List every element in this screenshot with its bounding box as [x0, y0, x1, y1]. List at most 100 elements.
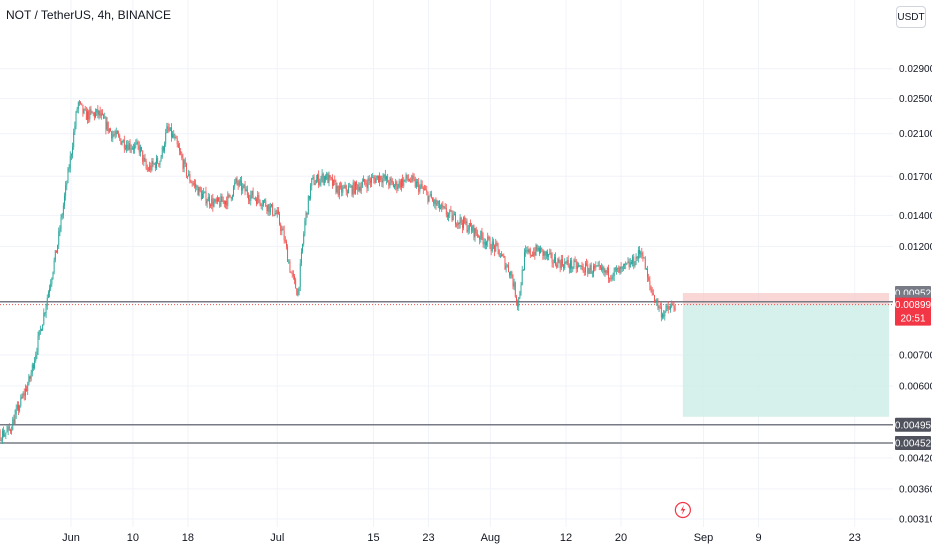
candle-body — [455, 213, 456, 225]
candle-body — [249, 199, 251, 201]
candle-body — [102, 113, 103, 115]
candle-body — [326, 173, 328, 180]
y-tick-label: 0.00700 — [899, 350, 932, 361]
candle-body — [29, 376, 31, 379]
candle-body — [488, 236, 490, 239]
candle-body — [131, 148, 133, 149]
candle-body — [179, 147, 180, 151]
stop-loss-zone[interactable] — [682, 293, 890, 305]
candle-body — [120, 138, 122, 145]
candle-body — [50, 283, 52, 289]
price-axis[interactable]: 0.02900 0.02500 0.02100 0.01700 0.01400 0.012… — [899, 64, 932, 525]
candle-body — [318, 174, 320, 185]
candle-body — [167, 126, 169, 129]
candle-body — [552, 262, 554, 264]
candle-body — [424, 189, 425, 191]
candle-body — [355, 181, 356, 194]
candle-body — [303, 233, 305, 244]
candle-body — [568, 265, 570, 269]
candle-body — [196, 186, 198, 188]
candle-body — [36, 351, 38, 355]
candle-body — [506, 265, 508, 267]
candle-body — [487, 236, 489, 243]
candle-body — [597, 265, 599, 266]
candle-body — [0, 440, 2, 442]
candle-body — [34, 360, 36, 369]
candle-body — [342, 187, 344, 193]
candle-body — [544, 251, 546, 256]
candle-body — [353, 182, 355, 194]
candle-body — [230, 196, 232, 199]
candle-body — [73, 132, 75, 148]
candle-body — [295, 279, 297, 289]
candle-body — [123, 139, 125, 149]
candle-body — [480, 231, 482, 240]
candle-body — [309, 196, 310, 199]
candle-body — [323, 176, 325, 183]
candle-body — [516, 296, 517, 302]
candle-body — [190, 181, 192, 183]
candle-body — [15, 408, 17, 414]
candle-body — [420, 184, 422, 186]
candlestick-series — [0, 100, 676, 444]
candle-body — [281, 228, 283, 232]
candle-body — [553, 256, 555, 263]
candle-body — [202, 193, 203, 199]
candle-body — [639, 249, 640, 254]
candle-body — [346, 191, 348, 193]
candle-body — [399, 181, 401, 188]
candle-body — [47, 292, 49, 298]
candle-body — [304, 220, 306, 234]
candle-body — [379, 175, 381, 183]
candle-body — [581, 265, 583, 267]
candle-body — [410, 181, 412, 183]
candle-body — [153, 163, 155, 165]
candle-body — [103, 114, 105, 119]
candle-body — [43, 313, 45, 325]
candle-body — [437, 201, 439, 204]
candle-body — [648, 277, 650, 281]
candle-body — [534, 251, 536, 256]
candle-body — [501, 254, 502, 257]
candle-body — [368, 178, 370, 181]
candle-body — [127, 144, 129, 151]
currency-button[interactable]: USDT — [896, 6, 926, 28]
candle-body — [80, 101, 82, 104]
candle-body — [517, 301, 519, 307]
candle-body — [418, 182, 420, 192]
candle-body — [442, 204, 444, 207]
candle-body — [267, 204, 269, 211]
candle-body — [18, 404, 19, 411]
candle-body — [602, 267, 604, 270]
candle-body — [39, 329, 41, 331]
candle-body — [539, 247, 540, 254]
candle-body — [522, 269, 524, 271]
candle-body — [582, 266, 584, 272]
candle-body — [57, 245, 59, 253]
candle-body — [328, 175, 330, 183]
candle-body — [106, 121, 108, 130]
candle-body — [660, 306, 662, 318]
candle-body — [257, 195, 259, 205]
candle-body — [195, 183, 197, 188]
candle-body — [497, 243, 499, 250]
candle-body — [483, 242, 485, 244]
candle-body — [158, 163, 160, 165]
candle-body — [397, 186, 399, 190]
candle-body — [292, 273, 294, 276]
time-axis[interactable]: Jun 10 18 Jul 15 23 Aug 12 20 Sep 9 23 — [62, 532, 861, 544]
candle-body — [529, 249, 531, 256]
candle-body — [194, 183, 195, 185]
candle-body — [198, 187, 200, 196]
event-marker[interactable] — [674, 501, 691, 519]
candle-body — [453, 213, 455, 216]
candle-body — [68, 168, 70, 170]
candle-body — [458, 222, 460, 224]
candle-body — [459, 217, 461, 224]
candle-body — [70, 154, 72, 157]
take-profit-zone[interactable] — [682, 304, 890, 417]
candle-body — [126, 144, 128, 149]
candle-body — [312, 177, 314, 179]
candle-body — [98, 110, 100, 115]
